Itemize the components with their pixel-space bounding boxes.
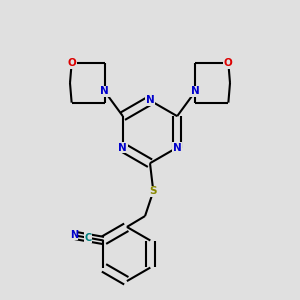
Text: N: N [100,86,109,96]
Text: O: O [224,58,233,68]
Text: N: N [118,142,127,152]
Text: O: O [67,58,76,68]
Text: N: N [146,95,154,106]
Text: N: N [70,230,78,239]
Text: C: C [84,233,92,243]
Text: N: N [191,86,200,96]
Text: N: N [173,142,182,152]
Text: S: S [150,186,157,196]
